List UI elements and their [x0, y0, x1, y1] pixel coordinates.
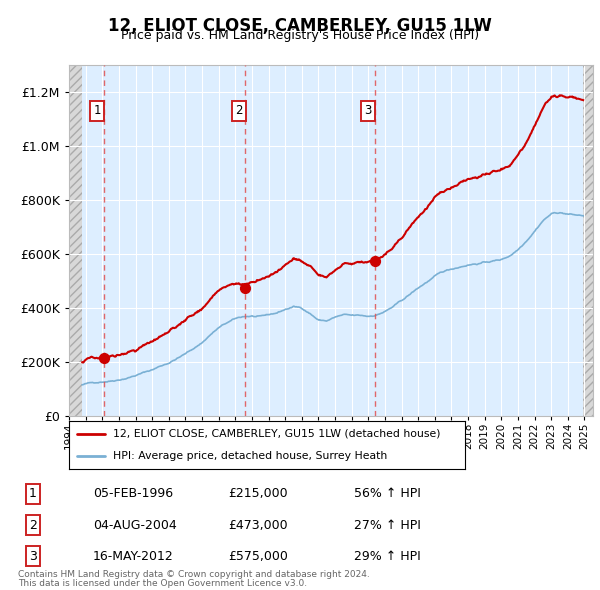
Text: 27% ↑ HPI: 27% ↑ HPI	[354, 519, 421, 532]
Text: 3: 3	[29, 550, 37, 563]
Text: 2: 2	[29, 519, 37, 532]
Text: £473,000: £473,000	[228, 519, 287, 532]
Point	[241, 284, 250, 293]
Text: Price paid vs. HM Land Registry's House Price Index (HPI): Price paid vs. HM Land Registry's House …	[121, 30, 479, 42]
Text: 16-MAY-2012: 16-MAY-2012	[93, 550, 174, 563]
Text: This data is licensed under the Open Government Licence v3.0.: This data is licensed under the Open Gov…	[18, 579, 307, 588]
Text: 12, ELIOT CLOSE, CAMBERLEY, GU15 1LW (detached house): 12, ELIOT CLOSE, CAMBERLEY, GU15 1LW (de…	[113, 429, 440, 439]
Text: 12, ELIOT CLOSE, CAMBERLEY, GU15 1LW: 12, ELIOT CLOSE, CAMBERLEY, GU15 1LW	[108, 17, 492, 35]
Point	[370, 256, 379, 266]
Text: 1: 1	[94, 104, 101, 117]
Text: 04-AUG-2004: 04-AUG-2004	[93, 519, 177, 532]
Text: 1: 1	[29, 487, 37, 500]
Text: 3: 3	[364, 104, 371, 117]
Text: 05-FEB-1996: 05-FEB-1996	[93, 487, 173, 500]
Bar	[69, 65, 82, 416]
Text: 29% ↑ HPI: 29% ↑ HPI	[354, 550, 421, 563]
Bar	[583, 65, 593, 416]
Text: £575,000: £575,000	[228, 550, 288, 563]
Point	[99, 353, 109, 363]
Text: HPI: Average price, detached house, Surrey Heath: HPI: Average price, detached house, Surr…	[113, 451, 387, 461]
Text: Contains HM Land Registry data © Crown copyright and database right 2024.: Contains HM Land Registry data © Crown c…	[18, 571, 370, 579]
Text: 56% ↑ HPI: 56% ↑ HPI	[354, 487, 421, 500]
Text: £215,000: £215,000	[228, 487, 287, 500]
Text: 2: 2	[235, 104, 242, 117]
